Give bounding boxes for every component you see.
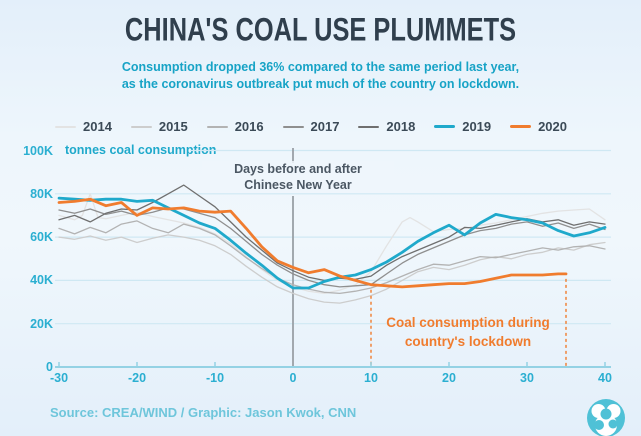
- series-line-2016: [58, 220, 606, 295]
- crea-cnn-logo: [587, 399, 625, 436]
- legend-label-2015: 2015: [158, 119, 188, 134]
- legend-item-2018: 2018: [358, 119, 415, 134]
- x-tick-label-10: 10: [364, 371, 378, 385]
- legend-swatch-2014: [55, 125, 76, 128]
- x-tick-label-0: 0: [289, 371, 297, 385]
- source-credit: Source: CREA/WIND / Graphic: Jason Kwok,…: [50, 405, 357, 420]
- legend-item-2020: 2020: [510, 119, 567, 134]
- legend-item-2014: 2014: [55, 119, 112, 134]
- series-line-2018: [58, 184, 606, 282]
- legend-swatch-2015: [130, 125, 152, 128]
- legend: 2014 2015 2016 2017 2018 2019 2020: [55, 119, 567, 134]
- chart-subtitle-line2: as the coronavirus outbreak put much of …: [121, 77, 520, 91]
- legend-swatch-2019: [434, 125, 456, 128]
- legend-item-2016: 2016: [206, 119, 264, 134]
- legend-label-2017: 2017: [310, 119, 340, 134]
- cny-annotation-line2: Chinese New Year: [244, 178, 352, 192]
- legend-label-2020: 2020: [538, 119, 567, 134]
- legend-label-2018: 2018: [386, 119, 416, 134]
- series-line-2020: [57, 197, 568, 289]
- lockdown-annotation: Coal consumption during country's lockdo…: [358, 313, 578, 351]
- cny-annotation-line1: Days before and after: [234, 162, 362, 176]
- cny-annotation: Days before and after Chinese New Year: [202, 161, 394, 193]
- legend-item-2019: 2019: [434, 119, 491, 134]
- x-tick-label-40: 40: [598, 371, 612, 385]
- series-line-2014: [58, 193, 606, 295]
- x-tick-label--20: -20: [127, 371, 147, 385]
- y-tick-label-0: 0: [46, 360, 53, 374]
- series-line-2015: [58, 234, 606, 304]
- legend-label-2016: 2016: [234, 119, 264, 134]
- legend-label-2014: 2014: [83, 119, 112, 134]
- series-line-2017: [58, 207, 606, 288]
- legend-item-2017: 2017: [282, 119, 340, 134]
- legend-swatch-2020: [510, 125, 532, 128]
- y-tick-label-80K: 80K: [30, 186, 53, 201]
- y-tick-label-40K: 40K: [30, 273, 53, 288]
- x-tick-label-30: 30: [520, 371, 534, 385]
- chart-subtitle-line1: Consumption dropped 36% compared to the …: [121, 60, 520, 74]
- legend-swatch-2017: [282, 125, 304, 128]
- y-tick-label-60K: 60K: [30, 230, 53, 245]
- x-tick-label-20: 20: [442, 371, 456, 385]
- legend-swatch-2018: [358, 125, 380, 128]
- lockdown-annotation-line2: country's lockdown: [404, 334, 532, 349]
- page-title-wrap: CHINA'S COAL USE PLUMMETS: [0, 11, 641, 48]
- lockdown-annotation-line1: Coal consumption during: [386, 315, 550, 330]
- x-tick-label--10: -10: [205, 371, 225, 385]
- y-tick-label-100K: 100K: [23, 143, 53, 158]
- chart-title: CHINA'S COAL USE PLUMMETS: [124, 11, 517, 48]
- y-axis-unit-label: tonnes coal consumption: [65, 143, 217, 157]
- series-line-2019: [57, 196, 607, 290]
- plot-area: [55, 148, 611, 368]
- legend-label-2019: 2019: [462, 119, 492, 134]
- legend-swatch-2016: [206, 125, 228, 128]
- y-tick-label-20K: 20K: [30, 316, 53, 331]
- x-tick-label--30: -30: [49, 371, 69, 385]
- legend-item-2015: 2015: [130, 119, 188, 134]
